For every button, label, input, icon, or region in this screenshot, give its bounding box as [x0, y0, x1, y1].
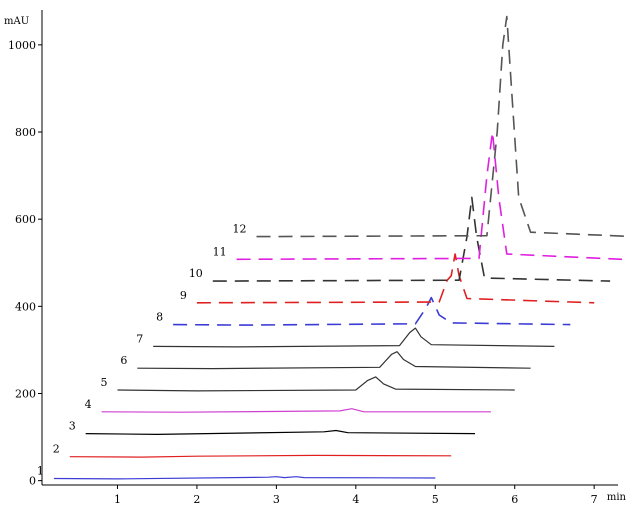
y-tick-label: 200 [15, 387, 36, 400]
x-tick-label: 5 [432, 493, 439, 506]
trace-label-10: 10 [189, 267, 203, 280]
y-tick-label: 600 [15, 213, 36, 226]
trace-label-12: 12 [233, 223, 247, 236]
x-tick-label: 6 [511, 493, 518, 506]
trace-label-3: 3 [69, 420, 76, 433]
trace-11 [237, 132, 622, 259]
trace-label-6: 6 [120, 354, 127, 367]
trace-3 [86, 431, 475, 435]
trace-1 [54, 477, 435, 479]
trace-12 [257, 17, 629, 237]
x-tick-label: 7 [591, 493, 598, 506]
trace-label-5: 5 [100, 376, 107, 389]
trace-4 [102, 409, 491, 413]
x-tick-label: 3 [273, 493, 280, 506]
trace-5 [118, 377, 515, 391]
y-axis-unit: mAU [4, 16, 29, 27]
trace-label-7: 7 [136, 332, 143, 345]
trace-6 [137, 352, 530, 369]
trace-7 [153, 328, 554, 347]
trace-label-11: 11 [213, 245, 227, 258]
x-tick-label: 4 [352, 493, 359, 506]
trace-2 [70, 455, 451, 457]
y-tick-label: 0 [29, 475, 36, 488]
y-tick-label: 800 [15, 126, 36, 139]
trace-9 [197, 254, 594, 303]
trace-label-8: 8 [156, 311, 163, 324]
trace-label-2: 2 [53, 443, 60, 456]
x-tick-label: 2 [193, 493, 200, 506]
y-tick-label: 1000 [8, 39, 36, 52]
trace-label-9: 9 [180, 289, 187, 302]
y-tick-label: 400 [15, 300, 36, 313]
trace-label-4: 4 [85, 398, 92, 411]
trace-label-1: 1 [37, 464, 44, 477]
x-axis-unit: min [607, 492, 627, 503]
traces-layer [54, 17, 629, 479]
x-tick-label: 1 [114, 493, 121, 506]
trace-8 [173, 298, 570, 326]
trace-10 [213, 197, 610, 281]
